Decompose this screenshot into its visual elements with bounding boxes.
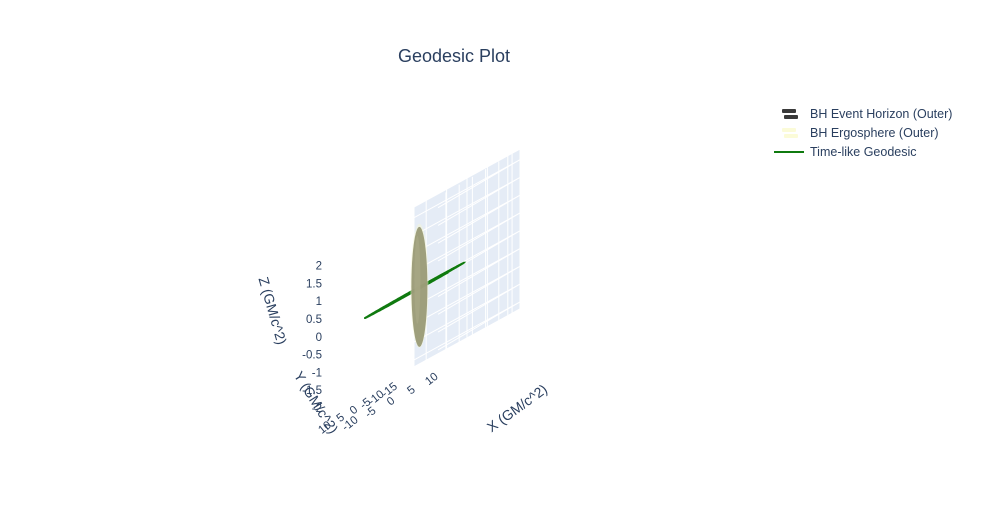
surface-swatch-icon: [782, 127, 798, 138]
tick-label-x: 5: [405, 384, 417, 397]
event-horizon-highlight: [414, 235, 421, 324]
tick-label-z: 1.5: [306, 278, 322, 290]
legend: BH Event Horizon (Outer) BH Ergosphere (…: [772, 104, 952, 161]
gridline-z: [413, 159, 521, 219]
gridline-z: [413, 248, 521, 308]
axis-title-z: Z (GM/c^2): [256, 275, 291, 346]
tick-label-x: 10: [423, 371, 440, 388]
gridline-z: [413, 194, 521, 254]
axis-title-x: X (GM/c^2): [484, 381, 550, 435]
legend-label: BH Event Horizon (Outer): [810, 106, 953, 121]
legend-item-geodesic[interactable]: Time-like Geodesic: [772, 142, 952, 161]
tick-label-z: -0.5: [302, 350, 322, 362]
tick-label-x: 0: [385, 395, 397, 408]
legend-item-ergosphere[interactable]: BH Ergosphere (Outer): [772, 123, 952, 142]
legend-label: Time-like Geodesic: [810, 144, 917, 159]
gridline-z: [413, 176, 521, 236]
tick-label-z: 2: [316, 261, 322, 273]
gridline-z: [413, 301, 521, 361]
tick-label-z: -2: [312, 403, 322, 415]
surface-swatch-icon: [782, 108, 798, 119]
legend-label: BH Ergosphere (Outer): [810, 125, 939, 140]
gridline-y: [379, 169, 487, 388]
tick-label-z: -1: [312, 367, 322, 379]
gridline-z: [413, 212, 521, 272]
tick-label-z: 0.5: [306, 314, 322, 326]
gridline-y: [339, 192, 447, 411]
gridline-z: [413, 283, 521, 343]
tick-label-z: 1: [316, 296, 322, 308]
tick-label-z: 0: [316, 332, 322, 344]
tick-label-z: -1.5: [302, 385, 322, 397]
gridline-z: [413, 265, 521, 325]
legend-item-event-horizon[interactable]: BH Event Horizon (Outer): [772, 104, 952, 123]
line-swatch-icon: [774, 150, 804, 153]
chart-title: Geodesic Plot: [397, 46, 511, 66]
